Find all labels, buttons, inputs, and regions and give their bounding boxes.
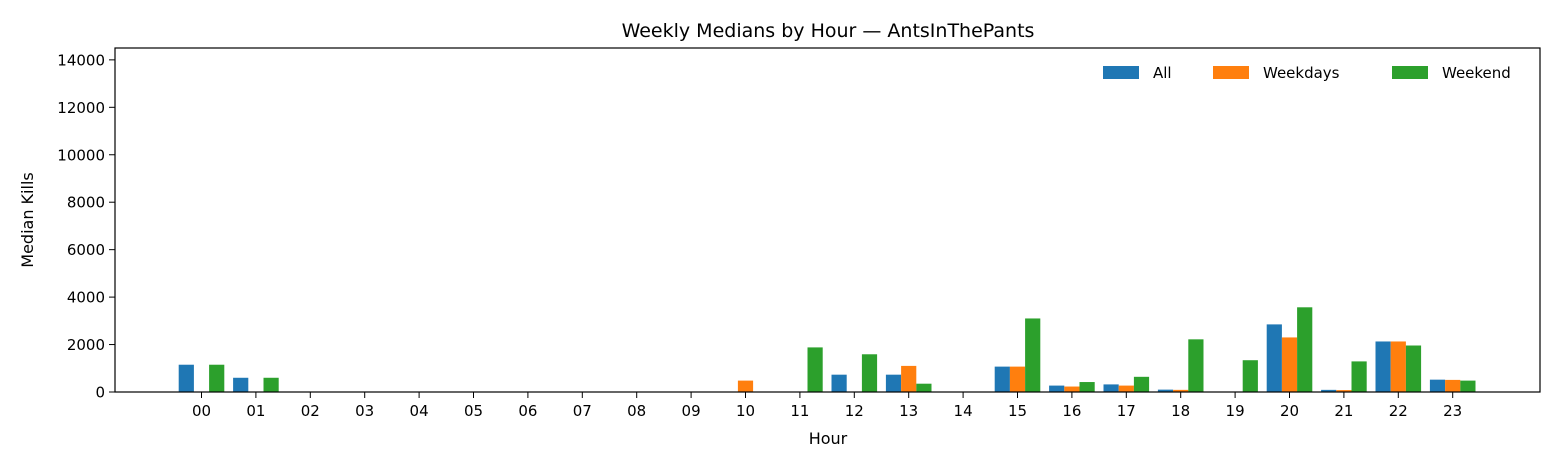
bar-all-12 <box>831 374 847 392</box>
bar-weekdays-18 <box>1173 389 1189 392</box>
x-tick-label: 19 <box>1226 402 1245 420</box>
bar-weekend-20 <box>1297 307 1313 392</box>
legend-swatch-weekend <box>1392 66 1428 79</box>
bar-weekdays-23 <box>1445 379 1461 392</box>
x-tick-label: 09 <box>682 402 701 420</box>
y-tick-label: 10000 <box>57 146 105 164</box>
x-tick-label: 05 <box>464 402 483 420</box>
y-axis-ticks: 0 2000 4000 6000 8000 10000 12000 14000 <box>57 51 115 402</box>
bar-weekdays-17 <box>1118 385 1134 392</box>
chart-title: Weekly Medians by Hour — AntsInThePants <box>622 20 1035 42</box>
legend: All Weekdays Weekend <box>1103 64 1511 82</box>
legend-label-weekend: Weekend <box>1442 64 1511 82</box>
bar-all-22 <box>1375 341 1391 392</box>
plot-area-frame <box>114 47 1541 393</box>
bar-weekdays-20 <box>1281 337 1298 392</box>
legend-swatch-all <box>1103 66 1139 79</box>
x-tick-label: 12 <box>845 402 864 420</box>
x-tick-label: 02 <box>301 402 320 420</box>
bar-weekend-22 <box>1405 345 1422 392</box>
bar-all-18 <box>1157 389 1174 392</box>
bar-weekend-13 <box>916 383 932 392</box>
bar-all-16 <box>1049 385 1065 392</box>
legend-label-weekdays: Weekdays <box>1263 64 1340 82</box>
bar-weekend-01 <box>263 377 279 392</box>
x-tick-label: 18 <box>1171 402 1190 420</box>
x-tick-label: 21 <box>1334 402 1353 420</box>
y-tick-label: 12000 <box>57 99 105 117</box>
bar-weekend-11 <box>807 347 823 392</box>
bar-weekend-15 <box>1025 318 1041 392</box>
bar-weekdays-10 <box>737 380 754 392</box>
y-tick-label: 2000 <box>67 336 105 354</box>
x-tick-label: 11 <box>790 402 809 420</box>
y-tick-label: 14000 <box>57 51 105 69</box>
bar-weekdays-22 <box>1390 341 1406 392</box>
y-tick-label: 8000 <box>67 194 105 212</box>
bar-all-23 <box>1429 379 1446 392</box>
bar-weekend-21 <box>1351 361 1367 392</box>
bar-weekend-16 <box>1079 382 1095 392</box>
legend-swatch-weekdays <box>1213 66 1249 79</box>
bar-weekend-12 <box>861 354 878 392</box>
x-tick-label: 13 <box>899 402 918 420</box>
y-tick-label: 6000 <box>67 241 105 259</box>
bar-all-01 <box>233 377 249 392</box>
bar-weekdays-16 <box>1064 386 1080 392</box>
x-tick-label: 15 <box>1008 402 1027 420</box>
bar-all-21 <box>1321 389 1337 392</box>
bar-all-00 <box>178 364 194 392</box>
y-tick-label: 0 <box>95 384 105 402</box>
x-tick-label: 20 <box>1280 402 1299 420</box>
bar-weekend-23 <box>1460 380 1476 392</box>
x-tick-label: 01 <box>246 402 265 420</box>
bar-weekdays-15 <box>1009 366 1026 392</box>
x-tick-label: 14 <box>954 402 973 420</box>
bar-all-20 <box>1266 324 1282 392</box>
bar-weekend-19 <box>1242 360 1258 392</box>
x-tick-label: 06 <box>518 402 537 420</box>
x-tick-label: 00 <box>192 402 211 420</box>
bar-weekend-18 <box>1188 339 1204 392</box>
x-axis-ticks: 00 01 02 03 04 05 06 07 08 09 10 11 12 13 14 15 16 17 18 19… <box>192 392 1462 420</box>
x-tick-label: 10 <box>736 402 755 420</box>
x-axis-label: Hour <box>809 429 848 448</box>
x-tick-label: 07 <box>573 402 592 420</box>
y-tick-label: 4000 <box>67 289 105 307</box>
x-tick-label: 17 <box>1117 402 1136 420</box>
bars-group <box>178 307 1476 392</box>
bar-all-17 <box>1103 384 1119 392</box>
bar-all-13 <box>885 374 902 392</box>
bar-weekend-00 <box>209 364 225 392</box>
legend-label-all: All <box>1153 64 1172 82</box>
x-tick-label: 16 <box>1062 402 1081 420</box>
x-tick-label: 03 <box>355 402 374 420</box>
bar-all-15 <box>994 366 1010 392</box>
x-tick-label: 23 <box>1443 402 1462 420</box>
bar-weekend-17 <box>1133 376 1150 392</box>
x-tick-label: 22 <box>1389 402 1408 420</box>
bar-weekdays-21 <box>1336 390 1352 392</box>
y-axis-label: Median Kills <box>18 172 37 267</box>
x-tick-label: 04 <box>410 402 429 420</box>
x-tick-label: 08 <box>627 402 646 420</box>
bar-weekdays-13 <box>901 365 917 392</box>
